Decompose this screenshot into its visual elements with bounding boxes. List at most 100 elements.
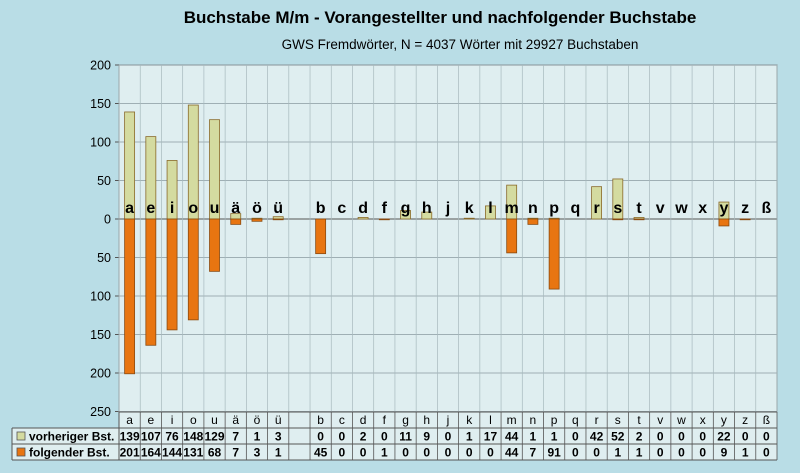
y-tick-label: 200 [90, 59, 111, 73]
table-cell-folgender: 0 [339, 446, 346, 460]
table-cell-folgender: 7 [232, 446, 239, 460]
table-cell-folgender: 1 [275, 446, 282, 460]
category-letter: t [636, 200, 642, 217]
category-letter: k [465, 200, 474, 217]
y-tick-label: 150 [90, 328, 111, 342]
table-header-cell: ä [232, 413, 239, 427]
table-cell-folgender: 91 [547, 446, 561, 460]
bar-folgender-u [209, 218, 220, 272]
table-cell-folgender: 131 [183, 446, 203, 460]
table-header-cell: g [402, 413, 409, 427]
table-header-cell: d [360, 413, 367, 427]
category-letter: g [401, 200, 411, 217]
category-letter: ß [761, 200, 771, 217]
y-tick-label: 200 [90, 367, 111, 381]
table-cell-folgender: 1 [381, 446, 388, 460]
category-letter: z [741, 200, 749, 217]
table-header-cell: i [171, 413, 174, 427]
bar-vorheriger-g [400, 210, 411, 220]
table-cell-folgender: 0 [593, 446, 600, 460]
category-letter: d [358, 200, 368, 217]
table-header-cell: k [466, 413, 473, 427]
table-header-cell: t [637, 413, 641, 427]
category-letter: r [593, 200, 599, 217]
table-header-cell: j [446, 413, 450, 427]
category-letter: p [549, 200, 559, 217]
table-cell-folgender: 0 [678, 446, 685, 460]
table-cell-vorheriger: 129 [205, 430, 225, 444]
table-cell-vorheriger: 44 [505, 430, 519, 444]
table-header-cell: ß [763, 413, 770, 427]
table-header-cell: e [147, 413, 154, 427]
category-letter: j [445, 200, 450, 217]
table-cell-folgender: 0 [487, 446, 494, 460]
bar-vorheriger-l [485, 205, 496, 220]
table-cell-vorheriger: 107 [141, 430, 161, 444]
bar-folgender-s [612, 218, 624, 221]
bar-vorheriger-d [357, 217, 369, 220]
table-header-cell: h [423, 413, 430, 427]
bar-folgender-n [527, 218, 539, 225]
category-letter: ä [231, 200, 240, 217]
bar-vorheriger-k [463, 217, 475, 220]
table-cell-vorheriger: 17 [484, 430, 498, 444]
table-header-cell: n [530, 413, 537, 427]
table-cell-folgender: 0 [445, 446, 452, 460]
category-letter: u [210, 200, 220, 217]
table-header-cell: w [676, 413, 686, 427]
category-letter: c [337, 200, 346, 217]
table-cell-folgender: 1 [614, 446, 621, 460]
table-header-cell: u [211, 413, 218, 427]
table-cell-vorheriger: 9 [423, 430, 430, 444]
table-header-cell: ö [254, 413, 261, 427]
table-cell-folgender: 44 [505, 446, 519, 460]
category-letter: a [125, 200, 134, 217]
table-cell-folgender: 9 [721, 446, 728, 460]
bar-folgender-b [315, 218, 327, 255]
table-header-cell: v [657, 413, 663, 427]
bar-folgender-m [506, 218, 518, 254]
category-letter: q [570, 200, 580, 217]
table-cell-vorheriger: 7 [232, 430, 239, 444]
table-header-cell: m [507, 413, 517, 427]
category-letter: x [698, 200, 707, 217]
category-letter: ö [252, 200, 262, 217]
category-letter: h [422, 200, 432, 217]
table-cell-vorheriger: 0 [381, 430, 388, 444]
table-cell-vorheriger: 0 [763, 430, 770, 444]
y-tick-label: 150 [90, 97, 111, 111]
bar-folgender-z [739, 218, 751, 221]
bar-folgender-i [166, 218, 178, 331]
table-cell-vorheriger: 2 [360, 430, 367, 444]
table-cell-vorheriger: 0 [339, 430, 346, 444]
legend-swatch-folgender [16, 447, 26, 457]
table-cell-folgender: 0 [657, 446, 664, 460]
category-letter: o [188, 200, 198, 217]
bar-folgender-e [145, 218, 157, 346]
legend-label-folgender: folgender Bst. [29, 446, 110, 460]
table-cell-vorheriger: 0 [742, 430, 749, 444]
table-cell-vorheriger: 0 [657, 430, 664, 444]
table-header-cell: r [595, 413, 599, 427]
category-letter: f [382, 200, 388, 217]
table-header-cell: f [383, 413, 387, 427]
table-cell-folgender: 0 [572, 446, 579, 460]
category-letter: m [505, 200, 519, 217]
table-cell-vorheriger: 52 [611, 430, 625, 444]
category-letter: i [170, 200, 174, 217]
category-letter: w [674, 200, 688, 217]
bar-folgender-a [124, 218, 136, 375]
table-cell-folgender: 1 [742, 446, 749, 460]
table-cell-vorheriger: 1 [254, 430, 261, 444]
table-header-cell: y [721, 413, 727, 427]
category-letter: ü [273, 200, 283, 217]
table-cell-vorheriger: 148 [183, 430, 203, 444]
table-header-cell: s [615, 413, 621, 427]
table-cell-vorheriger: 1 [466, 430, 473, 444]
table-cell-vorheriger: 1 [530, 430, 537, 444]
table-cell-folgender: 0 [763, 446, 770, 460]
bar-folgender-o [187, 218, 199, 321]
bar-folgender-ä [230, 218, 242, 225]
table-header-cell: q [572, 413, 579, 427]
